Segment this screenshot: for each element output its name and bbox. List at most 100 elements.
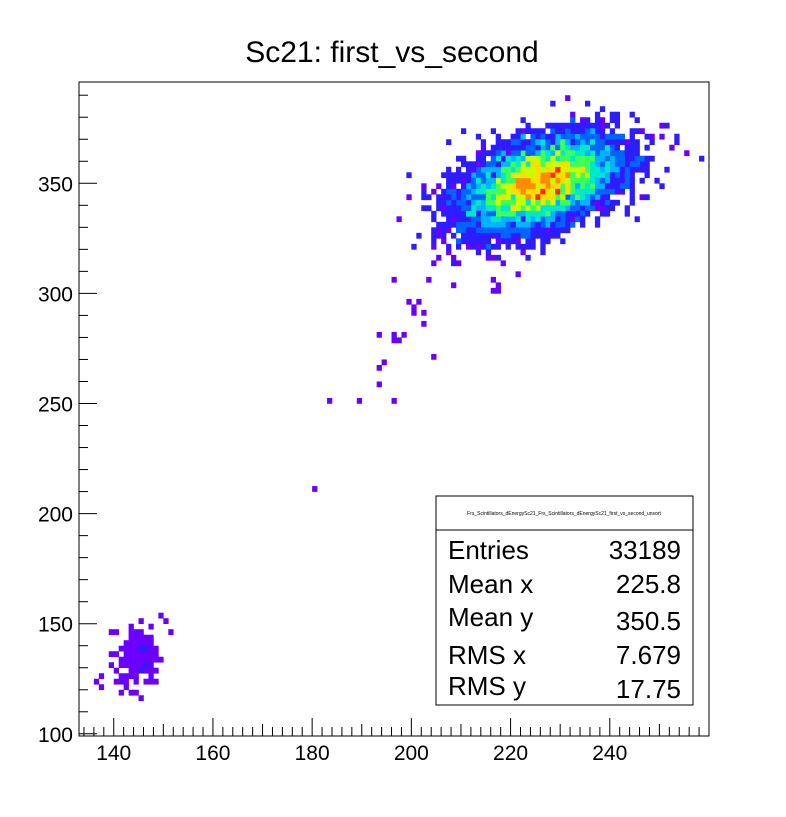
heatmap-bin xyxy=(550,172,556,179)
heatmap-bin xyxy=(401,331,407,338)
heatmap-bin xyxy=(594,205,601,212)
heatmap-bin xyxy=(510,172,516,179)
heatmap-bin xyxy=(634,216,640,223)
heatmap-bin xyxy=(485,199,492,206)
heatmap-bin xyxy=(530,194,536,201)
heatmap-bin xyxy=(500,221,506,228)
heatmap-bin xyxy=(431,238,437,245)
heatmap-bin xyxy=(525,183,531,190)
heatmap-bin xyxy=(421,183,427,190)
heatmap-bin xyxy=(540,243,546,250)
heatmap-bin xyxy=(540,155,546,162)
heatmap-bin xyxy=(520,221,526,228)
heatmap-bin xyxy=(545,188,551,195)
heatmap-bin xyxy=(575,188,581,195)
heatmap-bin xyxy=(495,221,501,228)
heatmap-bin xyxy=(550,128,556,135)
heatmap-bin xyxy=(545,210,551,217)
heatmap-bin xyxy=(505,139,511,146)
heatmap-bin xyxy=(436,199,442,206)
heatmap-bin xyxy=(545,139,551,146)
heatmap-bin xyxy=(451,232,457,239)
heatmap-bin xyxy=(589,150,596,157)
heatmap-bin xyxy=(634,117,640,124)
heatmap-bin xyxy=(589,188,596,195)
heatmap-bin xyxy=(480,144,487,151)
heatmap-bin xyxy=(584,188,591,195)
heatmap-bin xyxy=(575,155,581,162)
heatmap-bin xyxy=(614,155,621,162)
heatmap-bin xyxy=(580,183,586,190)
heatmap-bin xyxy=(128,667,134,674)
heatmap-bin xyxy=(555,232,561,239)
heatmap-bin xyxy=(456,260,462,267)
heatmap-bin xyxy=(456,177,462,184)
heatmap-bin xyxy=(565,188,571,195)
heatmap-bin xyxy=(565,150,571,157)
heatmap-bin xyxy=(510,144,516,151)
heatmap-bin xyxy=(108,662,115,669)
heatmap-bin xyxy=(465,205,472,212)
heatmap-bin xyxy=(138,662,144,669)
heatmap-bin xyxy=(123,651,129,658)
heatmap-bin xyxy=(530,205,536,212)
heatmap-bin xyxy=(599,188,606,195)
heatmap-bin xyxy=(594,128,601,135)
heatmap-bin xyxy=(614,172,621,179)
heatmap-bin xyxy=(475,216,482,223)
heatmap-bin xyxy=(490,221,496,228)
heatmap-bin xyxy=(500,161,506,168)
heatmap-bin xyxy=(451,216,457,223)
heatmap-bin xyxy=(575,177,581,184)
x-tick-label: 220 xyxy=(493,742,528,765)
heatmap-bin xyxy=(644,133,650,140)
heatmap-bin xyxy=(589,128,596,135)
y-tick-label: 200 xyxy=(38,504,73,527)
heatmap-bin xyxy=(614,139,621,146)
heatmap-bin xyxy=(560,238,566,245)
heatmap-bin xyxy=(540,188,546,195)
heatmap-bin xyxy=(609,183,616,190)
heatmap-bin xyxy=(639,166,645,173)
heatmap-bin xyxy=(599,150,606,157)
heatmap-bin xyxy=(540,210,546,217)
heatmap-bin xyxy=(624,177,630,184)
heatmap-bin xyxy=(520,216,526,223)
heatmap-bin xyxy=(535,144,541,151)
heatmap-bin xyxy=(540,194,546,201)
heatmap-bin xyxy=(599,106,606,113)
heatmap-bin xyxy=(560,139,566,146)
heatmap-bin xyxy=(555,166,561,173)
heatmap-bin xyxy=(604,133,611,140)
heatmap-bin xyxy=(599,166,606,173)
heatmap-bin xyxy=(580,155,586,162)
heatmap-bin xyxy=(446,227,452,234)
heatmap-bin xyxy=(396,216,402,223)
heatmap-bin xyxy=(495,177,501,184)
heatmap-bin xyxy=(589,183,596,190)
heatmap-bin xyxy=(545,183,551,190)
heatmap-bin xyxy=(505,238,511,245)
heatmap-bin xyxy=(436,194,442,201)
heatmap-bin xyxy=(525,122,531,129)
heatmap-bin xyxy=(465,199,472,206)
heatmap-bin xyxy=(138,695,144,702)
heatmap-bin xyxy=(133,640,139,647)
heatmap-bin xyxy=(520,150,526,157)
heatmap-bin xyxy=(118,656,124,663)
heatmap-bin xyxy=(431,227,437,234)
heatmap-bin xyxy=(431,210,437,217)
heatmap-bin xyxy=(520,133,526,140)
heatmap-bin xyxy=(480,194,487,201)
heatmap-bin xyxy=(391,331,397,338)
heatmap-bin xyxy=(490,166,496,173)
heatmap-bin xyxy=(594,221,601,228)
heatmap-bin xyxy=(460,155,467,162)
heatmap-bin xyxy=(505,144,511,151)
heatmap-bin xyxy=(530,238,536,245)
heatmap-bin xyxy=(530,188,536,195)
heatmap-bin xyxy=(604,188,611,195)
heatmap-bin xyxy=(644,194,650,201)
heatmap-bin xyxy=(614,188,621,195)
